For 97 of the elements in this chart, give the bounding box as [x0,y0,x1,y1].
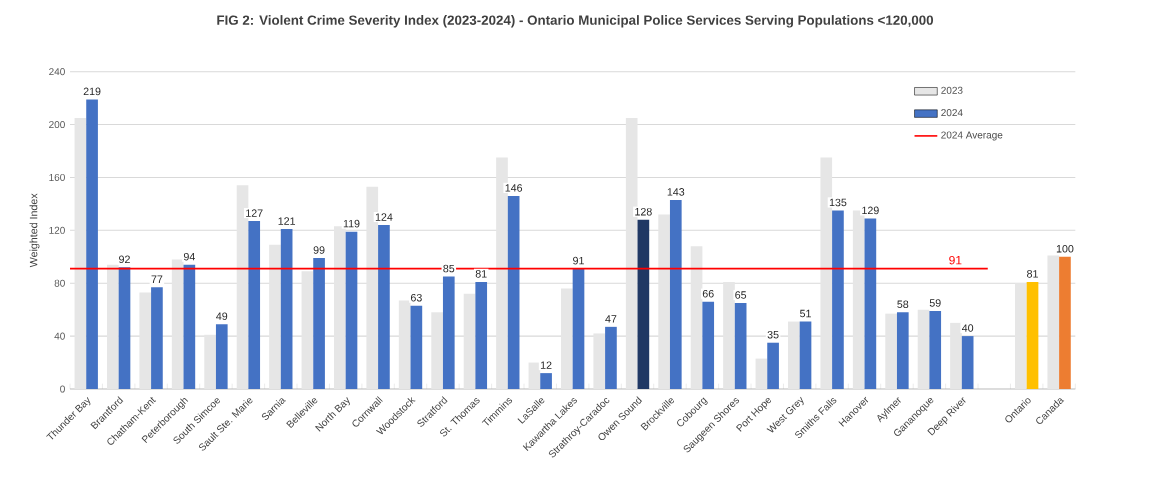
y-tick-label: 40 [54,332,65,340]
data-label: 92 [119,255,130,264]
bar [637,219,650,389]
legend-label: 2024 Average [941,131,1003,141]
bar [896,312,909,389]
bar [333,226,346,389]
data-label: 128 [635,207,652,216]
y-tick-label: 160 [49,173,65,181]
bar [788,321,800,389]
data-label: 94 [183,252,195,261]
bar [1059,256,1071,389]
data-label: 99 [313,246,325,254]
bar [917,309,930,389]
y-tick-label: 240 [49,68,65,76]
chart-title: FIG 2: Violent Crime Severity Index (2023-2024) - Ontario Municipal Police Services Serving Populations <120,000 [217,15,934,28]
data-label: 12 [540,361,552,369]
bar [151,287,163,389]
data-label: 66 [702,289,714,298]
data-label: 63 [410,293,422,302]
bar [605,326,617,389]
bar [690,246,703,389]
bar [118,267,131,389]
bar [755,358,768,389]
bar [269,244,281,389]
bar [929,310,942,389]
bar [528,362,541,389]
bar [864,218,877,389]
bar [442,276,455,389]
data-label: 47 [605,315,617,323]
data-label: 40 [961,324,974,332]
bar [280,229,293,389]
bar [378,225,390,389]
data-label: 124 [375,213,393,221]
bar [540,373,552,389]
bar [171,259,184,389]
bar [183,264,196,389]
bar [431,312,443,389]
y-tick-label: 80 [54,279,65,287]
bar [767,342,779,389]
bar [507,195,520,389]
bar [86,99,98,389]
bar [832,210,844,389]
bar [204,334,216,389]
data-label: 81 [475,270,487,278]
bar [313,258,325,389]
bar [139,292,152,389]
bar [885,313,897,389]
data-label: 81 [1027,270,1038,278]
data-label: 119 [343,219,360,228]
bar [799,321,812,389]
bar [74,117,87,389]
data-label: 143 [667,188,685,196]
bar [410,305,423,389]
y-tick-label: 0 [60,385,65,393]
annotation: 91 [949,255,962,265]
y-tick-label: 120 [49,226,65,234]
bar [734,303,747,389]
bar [248,221,261,389]
data-label: 135 [829,198,847,207]
y-axis-title: Weighted Index [29,193,40,268]
data-label: 91 [573,256,584,265]
data-label: 129 [862,206,879,215]
bar [723,281,735,389]
bar [345,231,358,389]
bar [106,264,119,389]
y-tick-label: 200 [49,121,65,129]
bar [961,336,974,389]
bar [475,281,488,389]
data-label: 85 [443,264,455,273]
data-label: 219 [83,87,101,96]
data-label: 58 [897,300,909,309]
bar [669,199,682,389]
bar [215,324,228,389]
bar [950,322,962,389]
bar [702,301,715,389]
legend-label: 2023 [941,86,963,94]
data-label: 49 [216,312,228,320]
data-label: 146 [505,184,523,192]
data-label: 51 [800,309,811,318]
bar [1026,281,1039,389]
data-label: 35 [767,330,779,339]
bar [1015,283,1027,389]
bar [463,293,476,389]
data-label: 59 [929,299,941,307]
data-label: 77 [151,275,163,283]
data-label: 127 [246,209,263,217]
bar [398,300,411,389]
data-label: 65 [735,291,747,299]
data-label: 121 [278,217,296,225]
bar [301,271,314,389]
bar [561,288,573,389]
bar [1047,255,1060,389]
legend-label: 2024 [941,109,963,117]
bar [658,214,670,389]
bar [593,333,606,389]
data-label: 100 [1056,244,1074,253]
bar [572,268,585,389]
